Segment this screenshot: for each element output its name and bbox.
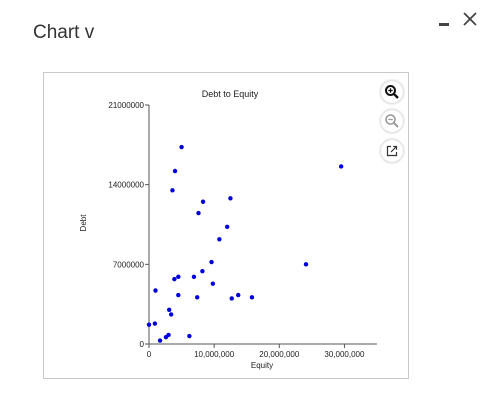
- data-point[interactable]: [249, 295, 255, 300]
- data-point[interactable]: [210, 281, 216, 286]
- data-point[interactable]: [179, 144, 184, 150]
- data-point[interactable]: [176, 292, 181, 298]
- minimize-icon[interactable]: [437, 15, 451, 29]
- zoom-in-icon: [385, 85, 399, 99]
- data-point[interactable]: [172, 168, 178, 174]
- x-tick-label: 20,000,000: [259, 350, 300, 359]
- data-point[interactable]: [157, 338, 163, 343]
- zoom-in-button[interactable]: [381, 81, 403, 103]
- data-point[interactable]: [168, 312, 174, 317]
- open-external-button[interactable]: [381, 140, 403, 162]
- chart-title: Debt to Equity: [202, 89, 259, 99]
- data-points: [146, 144, 344, 343]
- data-point[interactable]: [224, 224, 230, 229]
- data-point[interactable]: [195, 295, 200, 300]
- data-point[interactable]: [236, 292, 241, 298]
- x-tick-label: 0: [147, 350, 152, 359]
- data-point[interactable]: [153, 288, 158, 293]
- data-point[interactable]: [200, 199, 206, 204]
- close-icon[interactable]: [461, 10, 479, 28]
- open-external-icon: [386, 145, 398, 157]
- chart-frame: Debt to Equity Equity Debt 0 7000000 14000…: [43, 72, 409, 379]
- zoom-out-icon: [385, 114, 399, 128]
- data-point[interactable]: [176, 274, 181, 280]
- data-point[interactable]: [152, 321, 158, 326]
- y-tick-label: 21000000: [108, 101, 144, 110]
- data-point[interactable]: [303, 262, 309, 267]
- data-point[interactable]: [217, 237, 222, 242]
- data-point[interactable]: [187, 333, 192, 339]
- zoom-out-button[interactable]: [381, 110, 403, 132]
- data-point[interactable]: [229, 296, 234, 301]
- data-point[interactable]: [166, 332, 171, 338]
- data-point[interactable]: [172, 276, 177, 282]
- data-point[interactable]: [170, 188, 175, 193]
- data-point[interactable]: [191, 274, 197, 280]
- data-point[interactable]: [338, 164, 344, 169]
- data-point[interactable]: [196, 210, 201, 216]
- y-tick-label: 7000000: [113, 260, 145, 269]
- scatter-chart: Debt to Equity Equity Debt 0 7000000 14000…: [79, 89, 377, 370]
- x-tick-label: 30,000,000: [324, 350, 365, 359]
- y-tick-label: 14000000: [108, 181, 144, 190]
- data-point[interactable]: [166, 307, 172, 313]
- y-axis-label: Debt: [79, 214, 88, 232]
- panel-title: Chart v: [33, 22, 95, 43]
- data-point[interactable]: [209, 259, 214, 265]
- axes: 0 7000000 14000000 21000000 0 10,000,000 20,00…: [108, 101, 377, 359]
- y-tick-label: 0: [140, 340, 145, 349]
- x-axis-label: Equity: [251, 361, 273, 370]
- data-point[interactable]: [200, 268, 205, 274]
- data-point[interactable]: [228, 196, 233, 201]
- x-tick-label: 10,000,000: [194, 350, 235, 359]
- data-point[interactable]: [146, 322, 152, 327]
